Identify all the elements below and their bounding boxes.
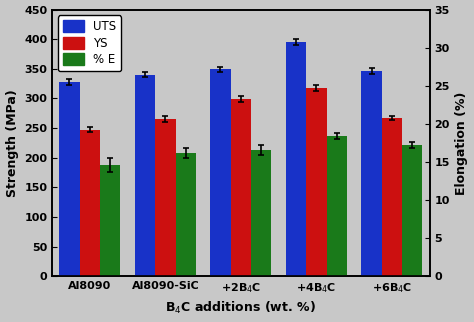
Legend: UTS, YS, % E: UTS, YS, % E — [58, 15, 121, 71]
Bar — [155, 119, 175, 276]
Bar — [175, 153, 196, 276]
X-axis label: B$_4$C additions (wt. %): B$_4$C additions (wt. %) — [165, 300, 316, 317]
Bar — [251, 150, 272, 276]
Bar — [80, 130, 100, 276]
Bar — [100, 165, 120, 276]
Bar — [306, 88, 327, 276]
Bar — [231, 99, 251, 276]
Bar — [402, 145, 422, 276]
Bar — [210, 69, 231, 276]
Bar — [59, 82, 80, 276]
Bar — [382, 118, 402, 276]
Y-axis label: Elongation (%): Elongation (%) — [456, 91, 468, 194]
Bar — [327, 136, 347, 276]
Bar — [361, 71, 382, 276]
Y-axis label: Strength (MPa): Strength (MPa) — [6, 89, 18, 197]
Bar — [135, 75, 155, 276]
Bar — [286, 42, 306, 276]
